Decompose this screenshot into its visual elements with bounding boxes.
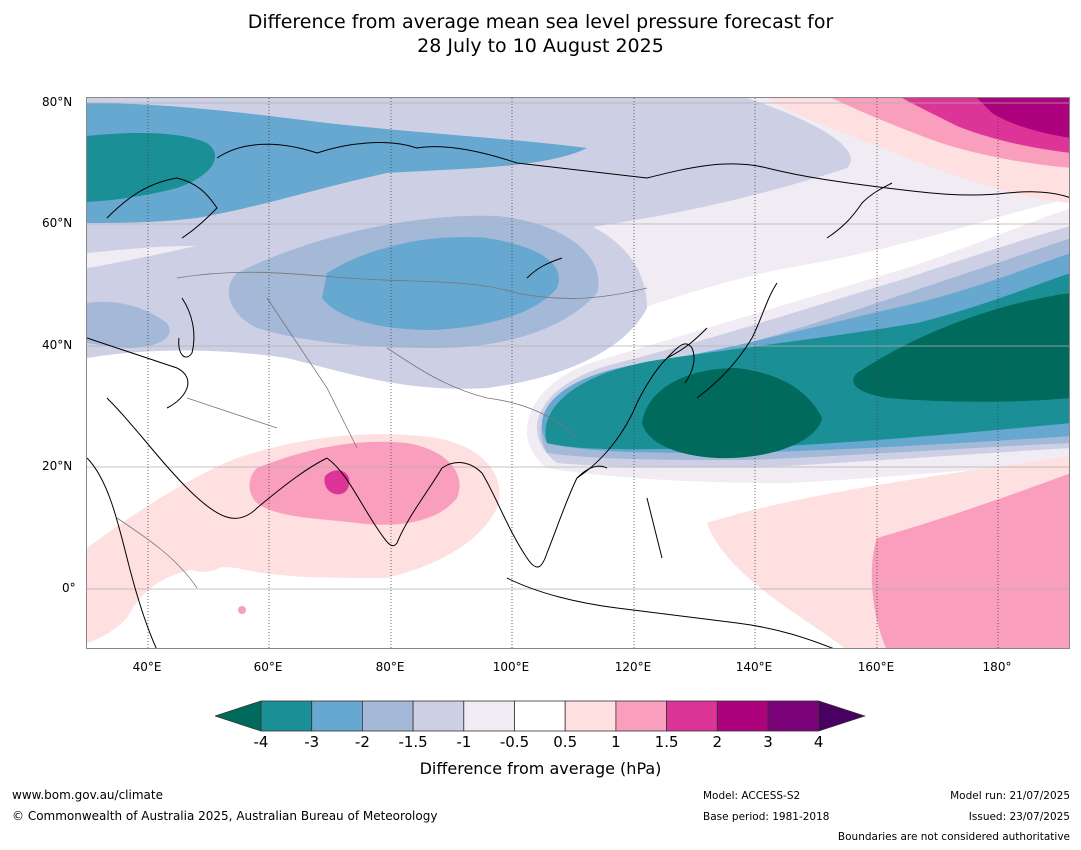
lon-label-40e: 40°E: [132, 660, 162, 674]
pacific-neg-l6: [642, 368, 822, 459]
coast-india: [326, 457, 483, 547]
india-pos-l2: [249, 441, 460, 525]
sea-pos-island: [163, 514, 237, 572]
coast-korea: [666, 343, 695, 384]
pacific-pos-l2: [871, 473, 1069, 648]
map-title: Difference from average mean sea level p…: [0, 10, 1081, 58]
colorbar-cell: [361, 700, 414, 732]
lat-label-80n: 80°N: [42, 95, 73, 109]
colorbar-tick-label: -2: [354, 733, 370, 751]
pressure-anomaly-map: [86, 97, 1070, 649]
colorbar-cell: [514, 700, 566, 732]
footer-disclaimer: Boundaries are not considered authoritat…: [837, 831, 1070, 843]
coast-philippines: [646, 497, 663, 559]
colorbar-cell: [463, 700, 515, 732]
coast-kamchatka: [826, 182, 893, 239]
coast-china-east: [576, 327, 708, 479]
colorbar-tick-label: -3: [304, 733, 320, 751]
lon-label-180: 180°: [982, 660, 1012, 674]
coast-arabia: [106, 397, 328, 519]
colorbar-tick-label: -0.5: [499, 733, 530, 751]
map-svg: [87, 98, 1069, 648]
footer-website: www.bom.gov.au/climate: [12, 788, 163, 802]
footer-model: Model: ACCESS-S2: [703, 790, 801, 802]
arctic-band-l3: [87, 103, 587, 223]
lat-gridlines: [87, 102, 1069, 590]
colorbar-cell: [716, 700, 769, 732]
colorbar-cell: [666, 700, 718, 732]
footer-copyright: © Commonwealth of Australia 2025, Austra…: [12, 809, 438, 823]
lat-label-20n: 20°N: [42, 459, 73, 473]
title-line-1: Difference from average mean sea level p…: [247, 11, 834, 33]
colorbar-cells: [215, 700, 866, 732]
colorbar-tick-label: 4: [813, 733, 824, 751]
lon-label-120e: 120°E: [614, 660, 652, 674]
colorbar-cell: [412, 700, 465, 732]
colorbar-tick-label: 1: [611, 733, 621, 751]
footer-issued: Issued: 23/07/2025: [968, 811, 1070, 823]
lat-label-40n: 40°N: [42, 338, 73, 352]
coast-indonesia: [506, 577, 834, 648]
coast-caspian: [178, 297, 195, 358]
lat-label-0: 0°: [62, 581, 76, 595]
coast-indochina: [481, 465, 608, 568]
pacific-neg-l6b: [853, 293, 1069, 402]
pos-spot: [238, 606, 246, 614]
lon-label-80e: 80°E: [375, 660, 405, 674]
lon-gridlines: [147, 98, 999, 648]
colorbar-arrow-high: [818, 700, 866, 732]
title-line-2: 28 July to 10 August 2025: [417, 35, 664, 57]
caspian-l1: [87, 301, 170, 348]
country-boundaries: [116, 271, 648, 589]
colorbar-tick-label: -1.5: [398, 733, 428, 751]
lon-label-60e: 60°E: [253, 660, 283, 674]
bering-pos-l4: [977, 98, 1069, 138]
colorbar-arrow-low: [215, 700, 262, 732]
colorbar-tick-label: 2: [712, 733, 723, 751]
colorbar-cell: [564, 700, 617, 732]
india-pos-l3: [324, 470, 350, 495]
central-asia-l3: [322, 237, 559, 330]
coast-arctic: [216, 142, 1069, 198]
lon-label-140e: 140°E: [735, 660, 773, 674]
lon-label-160e: 160°E: [857, 660, 895, 674]
footer-model-run: Model run: 21/07/2025: [950, 790, 1070, 802]
colorbar-tick-label: -1: [456, 733, 472, 751]
colorbar-tick-label: 3: [763, 733, 773, 751]
coastlines: [87, 142, 1069, 648]
colorbar-cell: [311, 700, 363, 732]
colorbar-tick-label: 1.5: [654, 733, 679, 751]
coast-europe-mediterranean: [87, 337, 189, 409]
arctic-band-l4: [87, 132, 216, 202]
footer-base-period: Base period: 1981-2018: [703, 811, 830, 823]
colorbar-cell: [615, 700, 667, 732]
colorbar-tick-label: 0.5: [553, 733, 578, 751]
colorbar: [215, 700, 866, 732]
colorbar-title: Difference from average (hPa): [419, 759, 662, 778]
colorbar-cell: [260, 700, 313, 732]
coast-lake-baikal: [526, 257, 563, 279]
coast-scandinavia: [106, 177, 218, 239]
coast-africa: [87, 457, 157, 648]
coast-japan: [696, 282, 778, 399]
lat-label-60n: 60°N: [42, 216, 73, 230]
lon-label-100e: 100°E: [492, 660, 530, 674]
colorbar-tick-label: -4: [253, 733, 269, 751]
colorbar-cell: [767, 700, 820, 732]
